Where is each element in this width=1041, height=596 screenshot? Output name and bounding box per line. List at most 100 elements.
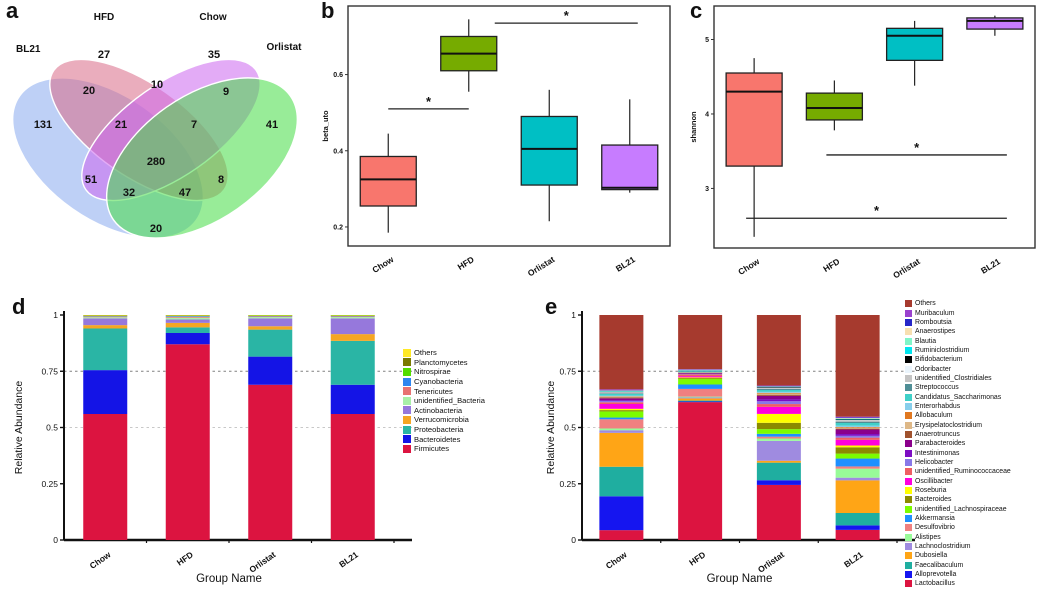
legend-item-Tenericutes: Tenericutes	[403, 386, 485, 396]
venn-ellipse-Orlistat	[105, 77, 299, 239]
legend-item-Intestinimonas: Intestinimonas	[905, 449, 1011, 458]
x-tick-label: BL21	[337, 549, 360, 569]
legend-swatch	[905, 580, 912, 588]
legend-swatch	[905, 561, 912, 569]
legend-swatch	[905, 571, 912, 579]
panel-label-a: a	[6, 0, 19, 23]
y-tick-label: 0.5	[46, 423, 58, 433]
venn-count-bl21_chow_orlistat: 32	[123, 187, 135, 199]
legend-swatch	[403, 415, 411, 424]
legend-item-Nitrospirae: Nitrospirae	[403, 367, 485, 377]
y-tick-label: 0.75	[559, 366, 576, 376]
legend-label: Firmicutes	[414, 444, 450, 454]
x-axis-label: Group Name	[707, 573, 773, 585]
venn-count-bl21_hfd_chow: 21	[115, 119, 127, 131]
venn-count-all_four: 280	[147, 156, 165, 168]
y-tick-label: 0.2	[333, 224, 343, 231]
significance-star: *	[914, 140, 920, 155]
legend-swatch	[905, 384, 912, 392]
legend-item-unidentified_Ruminococcaceae: unidentified_Ruminococcaceae	[905, 467, 1011, 476]
legend-label: Candidatus_Saccharimonas	[915, 393, 1002, 401]
legend-label: Bacteroides	[915, 496, 952, 504]
legend-label: Erysipelatoclostridium	[915, 421, 983, 429]
legend-label: Blautia	[915, 337, 937, 345]
legend-label: Oscillibacter	[915, 477, 953, 485]
legend-label: unidentified_Bacteria	[414, 396, 485, 406]
stacked-bar-BL21	[330, 315, 375, 540]
legend-item-Verrucomicrobia: Verrucomicrobia	[403, 415, 485, 425]
venn-set-label-Orlistat: Orlistat	[266, 42, 302, 53]
legend-label: Romboutsia	[915, 318, 952, 326]
legend-item-Lactobacillus: Lactobacillus	[905, 579, 1011, 588]
legend-swatch	[403, 358, 411, 367]
significance-star: *	[426, 94, 432, 109]
y-tick-label: 0	[53, 535, 58, 545]
stacked-bar-HFD	[165, 315, 210, 540]
legend-label: Proteobacteria	[414, 425, 464, 435]
legend-label: Helicobacter	[915, 459, 954, 467]
x-tick-label: BL21	[614, 254, 637, 274]
legend-label: Lachnoclostridium	[915, 543, 971, 551]
x-tick-label: HFD	[687, 549, 707, 567]
y-tick-label: 1	[571, 310, 576, 320]
venn-count-bl21_orlistat: 20	[150, 223, 162, 235]
x-tick-label: HFD	[175, 549, 195, 567]
legend-label: Intestinimonas	[915, 449, 960, 457]
legend-label: Anaerostipes	[915, 328, 956, 336]
x-tick-label: Chow	[604, 549, 629, 571]
legend-label: unidentified_Ruminococcaceae	[915, 468, 1011, 476]
x-axis-label: Group Name	[196, 573, 262, 585]
legend-item-Romboutsia: Romboutsia	[905, 318, 1011, 327]
panel-label-e: e	[545, 294, 558, 319]
legend-item-Alistipes: Alistipes	[905, 533, 1011, 542]
legend-label: Cyanobacteria	[414, 377, 463, 387]
legend-swatch	[905, 515, 912, 523]
stacked-bar-HFD	[678, 315, 723, 540]
legend-swatch	[905, 337, 912, 345]
legend-swatch	[905, 346, 912, 354]
legend-swatch	[403, 396, 411, 405]
x-tick-label: Chow	[88, 549, 113, 571]
stacked-bar-Orlistat	[248, 315, 293, 540]
legend-item-Muribaculum: Muribaculum	[905, 308, 1011, 317]
legend-item-Bacteroides: Bacteroides	[905, 495, 1011, 504]
legend-label: Others	[915, 300, 936, 308]
y-axis-label: beta_uto	[321, 110, 330, 142]
legend-swatch	[905, 487, 912, 495]
box-HFD	[805, 80, 864, 131]
legend-item-Desulfovibrio: Desulfovibrio	[905, 523, 1011, 532]
y-tick-label: 0.4	[333, 148, 343, 155]
y-tick-label: 4	[705, 111, 709, 118]
legend-item-Actinobacteria: Actinobacteria	[403, 406, 485, 416]
legend-swatch	[403, 377, 411, 386]
y-axis-label: Relative Abundance	[545, 381, 557, 475]
legend-swatch	[403, 425, 411, 434]
venn-count-bl21_chow: 51	[85, 174, 97, 186]
legend-item-Anaerotruncus: Anaerotruncus	[905, 430, 1011, 439]
legend-item-Erysipelatoclostridium: Erysipelatoclostridium	[905, 420, 1011, 429]
legend-item-Allobaculum: Allobaculum	[905, 411, 1011, 420]
legend-label: Nitrospirae	[414, 367, 451, 377]
legend-label: Anaerotruncus	[915, 430, 960, 438]
y-tick-label: 0.6	[333, 72, 343, 79]
y-tick-label: 0	[571, 535, 576, 545]
legend-label: Enterorhabdus	[915, 402, 961, 410]
y-axis-label: Relative Abundance	[13, 381, 25, 475]
legend-swatch	[403, 435, 411, 444]
legend-swatch	[905, 402, 912, 410]
legend-item-Firmicutes: Firmicutes	[403, 444, 485, 454]
legend-item-Oscillibacter: Oscillibacter	[905, 477, 1011, 486]
legend-item-Others: Others	[905, 299, 1011, 308]
legend-swatch	[905, 533, 912, 541]
x-tick-label: BL21	[842, 549, 865, 569]
significance-star: *	[564, 8, 570, 23]
legend-swatch	[905, 496, 912, 504]
boxplot-beta-diversity: 0.2 0.4 0.6 beta_uto Chow HFD Orlistat BL21 * *	[321, 5, 671, 278]
legend-swatch	[905, 449, 912, 457]
legend-swatch	[905, 309, 912, 317]
legend-swatch	[905, 459, 912, 467]
legend-item-Roseburia: Roseburia	[905, 486, 1011, 495]
legend-label: Others	[414, 348, 437, 358]
venn-diagram: BL21 HFD Chow Orlistat 131 27 35 41 20 10 9 21 7 280 5…	[11, 12, 302, 239]
